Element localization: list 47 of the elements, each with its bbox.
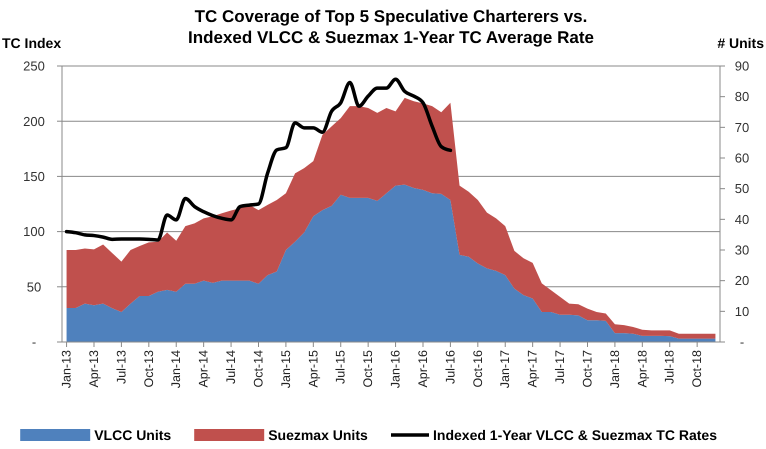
x-tick-label: Jan-13 [60,350,74,388]
y2-tick-label: 50 [734,181,750,196]
y2-tick-label: 60 [734,150,750,166]
legend-label: Indexed 1-Year VLCC & Suezmax TC Rates [433,427,718,443]
x-tick-label: Jan-18 [608,350,622,388]
x-tick-label: Apr-15 [306,350,320,388]
y2-tick-label: 70 [734,120,750,135]
y2-tick-label: 40 [734,212,750,227]
y2-tick-label: 80 [734,89,750,104]
x-tick-label: Jul-18 [662,350,677,384]
y2-tick-label: 90 [734,58,750,74]
line-series [64,78,452,242]
y-tick-label: 250 [23,58,45,74]
x-tick-label: Oct-17 [580,350,594,388]
x-tick-label: Jul-15 [334,350,348,384]
x-tick-label: Oct-16 [470,350,485,388]
x-tick-label: Jan-15 [278,350,293,388]
x-tick-label: Jul-17 [553,350,568,384]
x-tick-label: Apr-16 [416,350,430,388]
y-tick-label: 200 [23,114,45,129]
y2-tick-label: 10 [734,304,750,319]
x-tick-label: Jul-13 [114,350,128,384]
x-tick-label: Apr-17 [526,350,540,388]
y-tick-label: 150 [23,168,45,184]
x-tick-label: Apr-14 [196,350,211,388]
y2-tick-label: 30 [734,242,750,258]
title: TC Coverage of Top 5 Speculative Charterers vs. Indexed VLCC & Suezmax 1-Year TC Average Rate [188,7,594,47]
legend-label: Suezmax Units [268,427,368,443]
x-tick-label: Jan-17 [498,350,512,388]
x-tick-label: Oct-15 [361,350,376,388]
y2-tick-label: - [740,334,744,350]
y2-axis-title: # Units [717,35,764,51]
x-tick-label: Apr-13 [86,350,101,388]
x-tick-label: Jan-16 [388,350,403,388]
y-tick-label: 50 [26,279,42,294]
y-axis-title: TC Index [2,35,62,51]
legend-label: VLCC Units [94,427,172,443]
x-tick-label: Jul-14 [224,350,238,384]
x-tick-label: Oct-14 [251,350,266,388]
x-tick-label: Jan-14 [169,350,184,388]
x-tick-label: Apr-18 [635,350,650,388]
x-tick-label: Oct-13 [142,350,156,388]
y-tick-label: - [32,334,36,350]
y2-tick-label: 20 [734,273,750,288]
x-tick-label: Oct-18 [690,350,704,388]
x-tick-label: Jul-16 [443,350,458,384]
y-tick-label: 100 [23,224,45,240]
